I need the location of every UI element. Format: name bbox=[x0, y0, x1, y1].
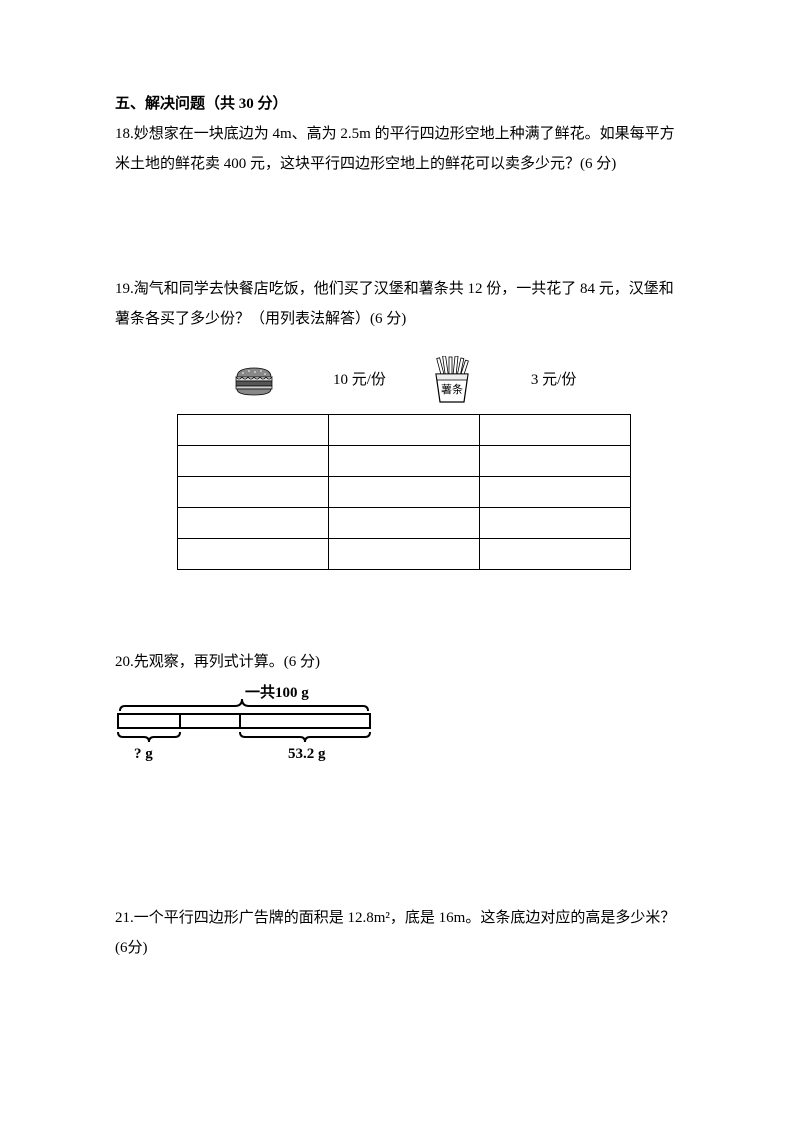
table-row bbox=[178, 414, 631, 445]
burger-icon bbox=[230, 361, 278, 401]
question-19-table bbox=[177, 414, 631, 570]
fries-icon: 薯条 bbox=[428, 356, 476, 406]
question-19-images-row: 10 元/份 薯条 3 元/份 bbox=[230, 356, 679, 406]
table-row bbox=[178, 507, 631, 538]
fries-box-label: 薯条 bbox=[441, 382, 463, 396]
known-weight-label: 53.2 g bbox=[288, 746, 326, 762]
fries-price-label: 3 元/份 bbox=[531, 366, 576, 395]
question-19-text: 19.淘气和同学去快餐店吃饭，他们买了汉堡和薯条共 12 份，一共花了 84 元… bbox=[115, 274, 679, 334]
fries-svg: 薯条 bbox=[429, 356, 475, 406]
burger-svg bbox=[233, 365, 275, 397]
table-row bbox=[178, 445, 631, 476]
section-title: 五、解决问题（共 30 分） bbox=[115, 90, 679, 119]
total-weight-label: 一共100 g bbox=[245, 684, 309, 701]
question-20-text: 20.先观察，再列式计算。(6 分) bbox=[115, 648, 679, 677]
table-row bbox=[178, 476, 631, 507]
table-row bbox=[178, 538, 631, 569]
question-18-text: 18.妙想家在一块底边为 4m、高为 2.5m 的平行四边形空地上种满了鲜花。如… bbox=[115, 119, 679, 179]
burger-price-label: 10 元/份 bbox=[333, 366, 386, 395]
question-21-text: 21.一个平行四边形广告牌的面积是 12.8m²，底是 16m。这条底边对应的高… bbox=[115, 903, 679, 963]
question-20-diagram: 一共100 g ? g 53.2 g bbox=[110, 684, 679, 775]
unknown-weight-label: ? g bbox=[134, 746, 153, 762]
